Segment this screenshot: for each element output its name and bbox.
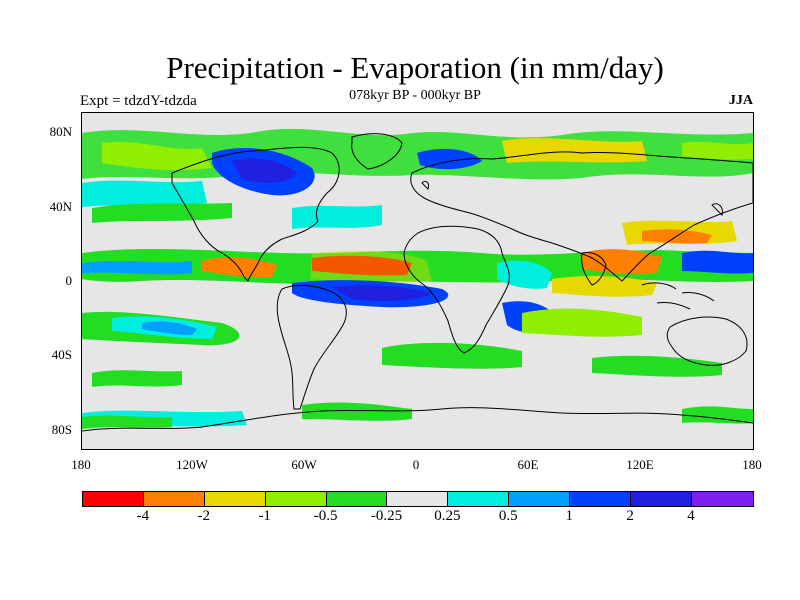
- plot-subtitle: 078kyr BP - 000kyr BP: [349, 88, 481, 103]
- colorbar-label: 0.25: [434, 508, 461, 524]
- lat-label-80s: 80S: [51, 422, 72, 437]
- colorbar-swatch: [570, 492, 632, 506]
- lat-label-80n: 80N: [49, 124, 72, 139]
- lon-label-60e: 60E: [517, 457, 539, 472]
- lat-label-0: 0: [65, 273, 73, 288]
- colorbar-swatch: [387, 492, 449, 506]
- coastlines: [82, 133, 753, 432]
- colorbar-label: -2: [197, 508, 211, 524]
- colorbar-label: 2: [626, 508, 634, 524]
- colorbar-swatch: [448, 492, 510, 506]
- colorbar-swatch: [265, 492, 327, 506]
- lon-label-0: 0: [412, 457, 420, 472]
- colorbar-swatch: [83, 492, 144, 506]
- colorbar-swatch: [509, 492, 571, 506]
- colorbar-swatch: [691, 492, 753, 506]
- plot-title: Precipitation - Evaporation (in mm/day): [166, 50, 664, 85]
- colorbar-label: -4: [136, 508, 150, 524]
- lon-label-120w: 120W: [176, 457, 208, 472]
- colorbar-swatch: [143, 492, 205, 506]
- experiment-label: Expt = tdzdY-tdzda: [80, 93, 197, 109]
- map-canvas: [82, 128, 753, 432]
- anomaly-field: [82, 128, 753, 429]
- colorbar-label: -0.5: [313, 508, 338, 524]
- colorbar-swatch: [204, 492, 266, 506]
- lon-label-120e: 120E: [626, 457, 654, 472]
- colorbar-label: -1: [258, 508, 271, 524]
- colorbar-label: 1: [565, 508, 573, 524]
- map-panel: [81, 112, 754, 450]
- colorbar-swatch: [326, 492, 388, 506]
- lat-label-40s: 40S: [51, 347, 72, 362]
- colorbar-swatch: [631, 492, 692, 506]
- lat-label-40n: 40N: [49, 199, 72, 214]
- colorbar-label: 0.5: [498, 508, 518, 524]
- colorbar: [82, 491, 754, 507]
- lon-label-60w: 60W: [291, 457, 317, 472]
- colorbar-label: 4: [687, 508, 695, 524]
- colorbar-label: -0.25: [370, 508, 403, 524]
- season-label: JJA: [728, 93, 753, 108]
- lon-label-180w: 180: [71, 457, 91, 472]
- lon-label-180e: 180: [742, 457, 762, 472]
